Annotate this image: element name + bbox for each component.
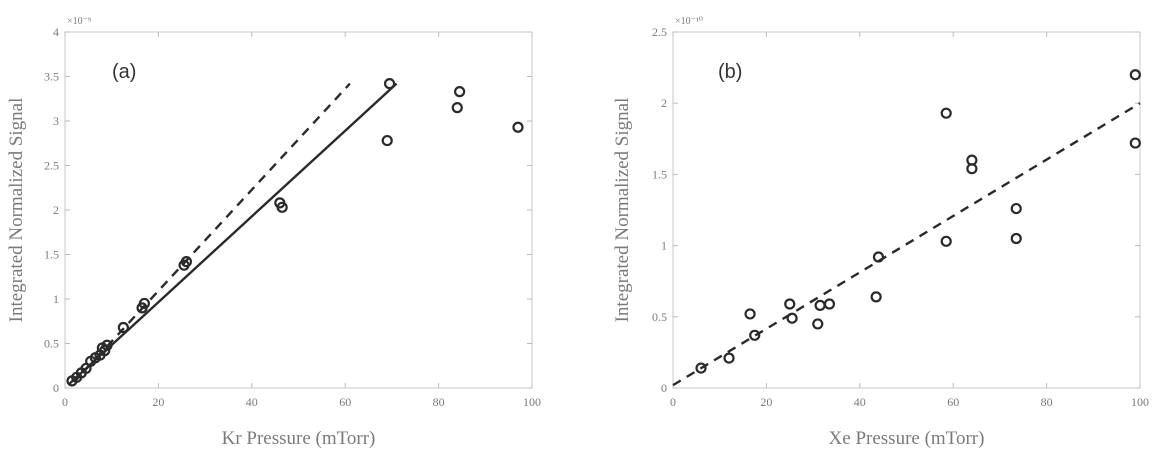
x-tick-label: 100 bbox=[523, 395, 541, 409]
data-point bbox=[99, 345, 111, 357]
data-point bbox=[454, 86, 466, 98]
y-tick-label: 2.5 bbox=[652, 25, 667, 39]
data-point bbox=[870, 291, 882, 303]
data-point bbox=[784, 298, 796, 310]
chart-panel-a: 0 20 40 60 80 100 0 0.5 1 1.5 2 2.5 3 3.5 4 ×10⁻⁹ Kr Pre… bbox=[6, 16, 541, 449]
fit-line-dashed bbox=[73, 82, 351, 383]
data-point bbox=[1010, 232, 1022, 245]
chart-panel-b: 0 20 40 60 80 100 0 0.5 1 1.5 2 2.5 ×10⁻¹⁰ Xe Pressur… bbox=[612, 16, 1149, 449]
data-point bbox=[940, 235, 952, 247]
fit-line-dashed bbox=[672, 102, 1141, 387]
data-point bbox=[1010, 202, 1022, 215]
fit-line-solid bbox=[68, 82, 398, 385]
x-tick-label: 20 bbox=[760, 395, 772, 409]
data-point bbox=[744, 308, 756, 320]
y-tick-label: 2 bbox=[661, 96, 667, 110]
data-point bbox=[101, 339, 113, 351]
data-point bbox=[940, 107, 952, 119]
data-point bbox=[381, 134, 393, 147]
data-point bbox=[695, 362, 707, 374]
x-axis-label: Xe Pressure (mTorr) bbox=[829, 428, 985, 449]
plot-frame bbox=[64, 31, 533, 389]
data-point bbox=[723, 352, 735, 364]
panel-label: (b) bbox=[718, 61, 742, 83]
x-axis-label: Kr Pressure (mTorr) bbox=[222, 428, 376, 449]
y-tick-label: 0 bbox=[661, 381, 667, 395]
panel-label: (a) bbox=[112, 61, 136, 83]
x-tick-label: 60 bbox=[339, 395, 351, 409]
x-tick-label: 60 bbox=[947, 395, 959, 409]
x-tick-label: 40 bbox=[854, 395, 866, 409]
data-point bbox=[812, 318, 824, 330]
y-tick-label: 3.5 bbox=[44, 70, 59, 84]
data-point bbox=[512, 121, 524, 133]
data-point bbox=[823, 298, 836, 310]
y-tick-label: 1.5 bbox=[44, 248, 59, 262]
y-tick-label: 2.5 bbox=[44, 159, 59, 173]
y-tick-label: 1 bbox=[661, 239, 667, 253]
y-exponent-label: ×10⁻⁹ bbox=[67, 16, 92, 27]
y-exponent-label: ×10⁻¹⁰ bbox=[675, 16, 703, 27]
data-point bbox=[786, 312, 798, 324]
data-point bbox=[1129, 137, 1141, 149]
x-tick-label: 100 bbox=[1131, 395, 1149, 409]
x-tick-label: 0 bbox=[62, 395, 68, 409]
data-point bbox=[749, 329, 761, 341]
plot-frame bbox=[672, 31, 1141, 389]
data-point bbox=[180, 256, 193, 268]
x-tick-label: 80 bbox=[433, 395, 445, 409]
data-point bbox=[1129, 69, 1141, 81]
x-tick-label: 0 bbox=[670, 395, 676, 409]
y-tick-label: 0 bbox=[53, 381, 59, 395]
x-tick-label: 20 bbox=[152, 395, 164, 409]
data-point bbox=[383, 78, 396, 90]
data-point bbox=[276, 201, 288, 213]
y-tick-label: 0.5 bbox=[652, 310, 667, 324]
data-point bbox=[117, 321, 129, 334]
y-tick-label: 1.5 bbox=[652, 167, 667, 181]
y-axis-label: Integrated Normalized Signal bbox=[612, 98, 633, 323]
x-tick-label: 40 bbox=[246, 395, 258, 409]
data-point bbox=[138, 297, 150, 310]
y-axis-label: Integrated Normalized Signal bbox=[6, 98, 27, 323]
y-tick-label: 0.5 bbox=[44, 337, 59, 351]
y-tick-label: 1 bbox=[53, 292, 59, 306]
data-point bbox=[872, 251, 885, 263]
y-tick-label: 3 bbox=[53, 114, 59, 128]
data-point bbox=[451, 102, 463, 114]
data-point bbox=[814, 299, 826, 312]
y-tick-label: 4 bbox=[53, 25, 59, 39]
data-point bbox=[966, 163, 978, 175]
y-tick-label: 2 bbox=[53, 203, 59, 217]
x-tick-label: 80 bbox=[1041, 395, 1053, 409]
